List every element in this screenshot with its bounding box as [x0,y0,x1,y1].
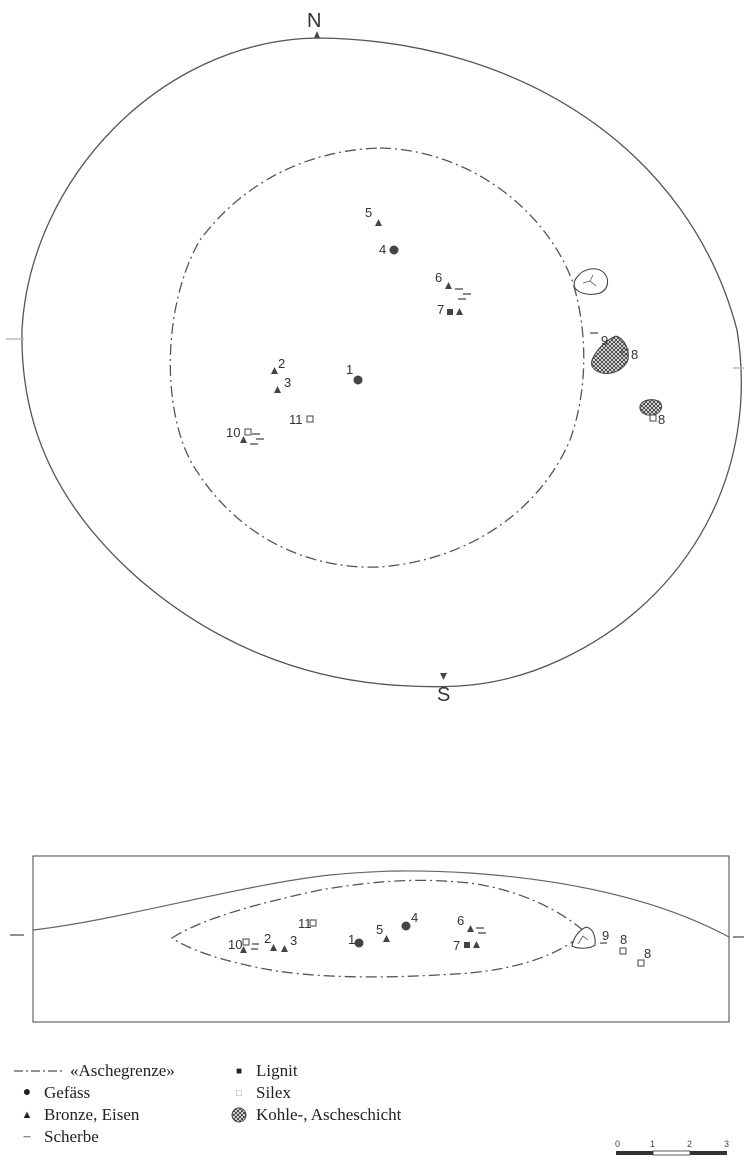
silex-marker-plan [306,415,314,423]
scale-segment [690,1151,727,1155]
hatched-patch-icon [231,1107,247,1123]
lignite-marker-plan [447,309,453,315]
section-frame [32,855,730,1023]
plan-find-number: 10 [226,425,240,440]
silex-marker-section [309,919,317,927]
plan-find-number: 7 [437,302,444,317]
silex-marker-plan [621,348,629,356]
bronze-marker-plan [274,386,281,393]
ash-layer-plan-small [639,399,663,416]
bronze-marker-section [270,944,277,951]
section-find-number: 10 [228,937,242,952]
south-marker [440,673,447,680]
plan-find-number: 8 [631,347,638,362]
scale-tick-label: 2 [687,1139,692,1149]
south-label: S [437,684,450,706]
sherd-marker-section [251,943,259,950]
silex-marker-section [619,947,627,955]
sherd-marker-plan [250,433,264,445]
legend-label: Lignit [256,1061,298,1080]
section-find-number: 3 [290,933,297,948]
legend-label: Silex [256,1083,291,1102]
lignite-marker-section [464,942,470,948]
bronze-marker-section [240,946,247,953]
silex-marker-plan [649,414,657,422]
north-marker [314,31,320,38]
bronze-marker-plan [456,308,463,315]
legend: «Aschegrenze» ● Gefäss ▲ Bronze, Eisen –… [14,1060,534,1160]
plan-find-number: 8 [658,412,665,427]
silex-marker-section [242,938,250,946]
scale-tick-label: 1 [650,1139,655,1149]
ash-boundary-plan [169,147,585,568]
ash-layer-plan-large [591,335,629,374]
section-find-number: 5 [376,922,383,937]
legend-label: Kohle-, Ascheschicht [256,1105,402,1124]
section-find-number: 6 [457,913,464,928]
vessel-marker-plan [389,245,399,255]
plan-find-number: 11 [289,412,303,427]
section-find-number: 8 [620,932,627,947]
legend-label: «Aschegrenze» [70,1061,175,1080]
legend-label: Gefäss [44,1083,91,1102]
section-find-number: 9 [602,928,609,943]
legend-item-scherbe: – Scherbe [16,1126,99,1148]
vessel-marker-plan [353,375,363,385]
scale-bar: 0 1 2 3 [615,1139,729,1156]
mound-profile [32,870,730,938]
stone-plan-crack [582,274,597,287]
ash-boundary-section [170,879,586,978]
section-find-number: 11 [298,916,312,931]
section-find-number: 2 [264,931,271,946]
filled-square-icon: ■ [235,1065,243,1077]
sherd-marker-plan [455,288,471,300]
bronze-marker-section [281,945,288,952]
plan-find-number: 4 [379,242,386,257]
dash-dot-line-icon [14,1070,62,1072]
section-find-number: 7 [453,938,460,953]
scale-tick-label: 0 [615,1139,620,1149]
bronze-marker-plan [240,436,247,443]
legend-item-silex: □ Silex [228,1082,291,1104]
north-label: N [307,10,321,32]
sherd-marker-section [476,927,486,934]
legend-label: Scherbe [44,1127,99,1146]
mound-outline [21,37,742,688]
section-find-number: 4 [411,910,418,925]
filled-circle-icon: ● [22,1085,32,1100]
legend-item-kohle: Kohle-, Ascheschicht [228,1104,401,1126]
legend-label: Bronze, Eisen [44,1105,140,1124]
section-find-number: 8 [644,946,651,961]
bronze-marker-plan [271,367,278,374]
bronze-marker-plan [375,219,382,226]
open-square-icon: □ [235,1087,243,1099]
silex-marker-plan [244,428,252,436]
legend-item-gefaess: ● Gefäss [16,1082,91,1104]
plan-find-number: 5 [365,205,372,220]
legend-item-lignit: ■ Lignit [228,1060,298,1082]
filled-triangle-icon: ▲ [21,1109,33,1121]
bronze-marker-section [383,935,390,942]
vessel-marker-section [401,921,411,931]
plan-find-number: 3 [284,375,291,390]
dash-icon: – [23,1129,31,1144]
plan-find-number: 9 [601,333,608,348]
bronze-marker-plan [445,282,452,289]
silex-marker-section [637,959,645,967]
legend-item-bronze: ▲ Bronze, Eisen [16,1104,140,1126]
stone-section [571,926,596,949]
plan-find-number: 1 [346,362,353,377]
legend-item-aschegrenze: «Aschegrenze» [14,1060,175,1082]
bronze-marker-section [473,941,480,948]
plan-find-number: 6 [435,270,442,285]
section-find-number: 1 [348,932,355,947]
stone-section-crack [577,935,589,945]
plan-find-number: 2 [278,356,285,371]
vessel-marker-section [354,938,364,948]
scale-segment [652,1150,691,1156]
bronze-marker-section [467,925,474,932]
scale-tick-label: 3 [724,1139,729,1149]
scale-segment [616,1151,653,1155]
